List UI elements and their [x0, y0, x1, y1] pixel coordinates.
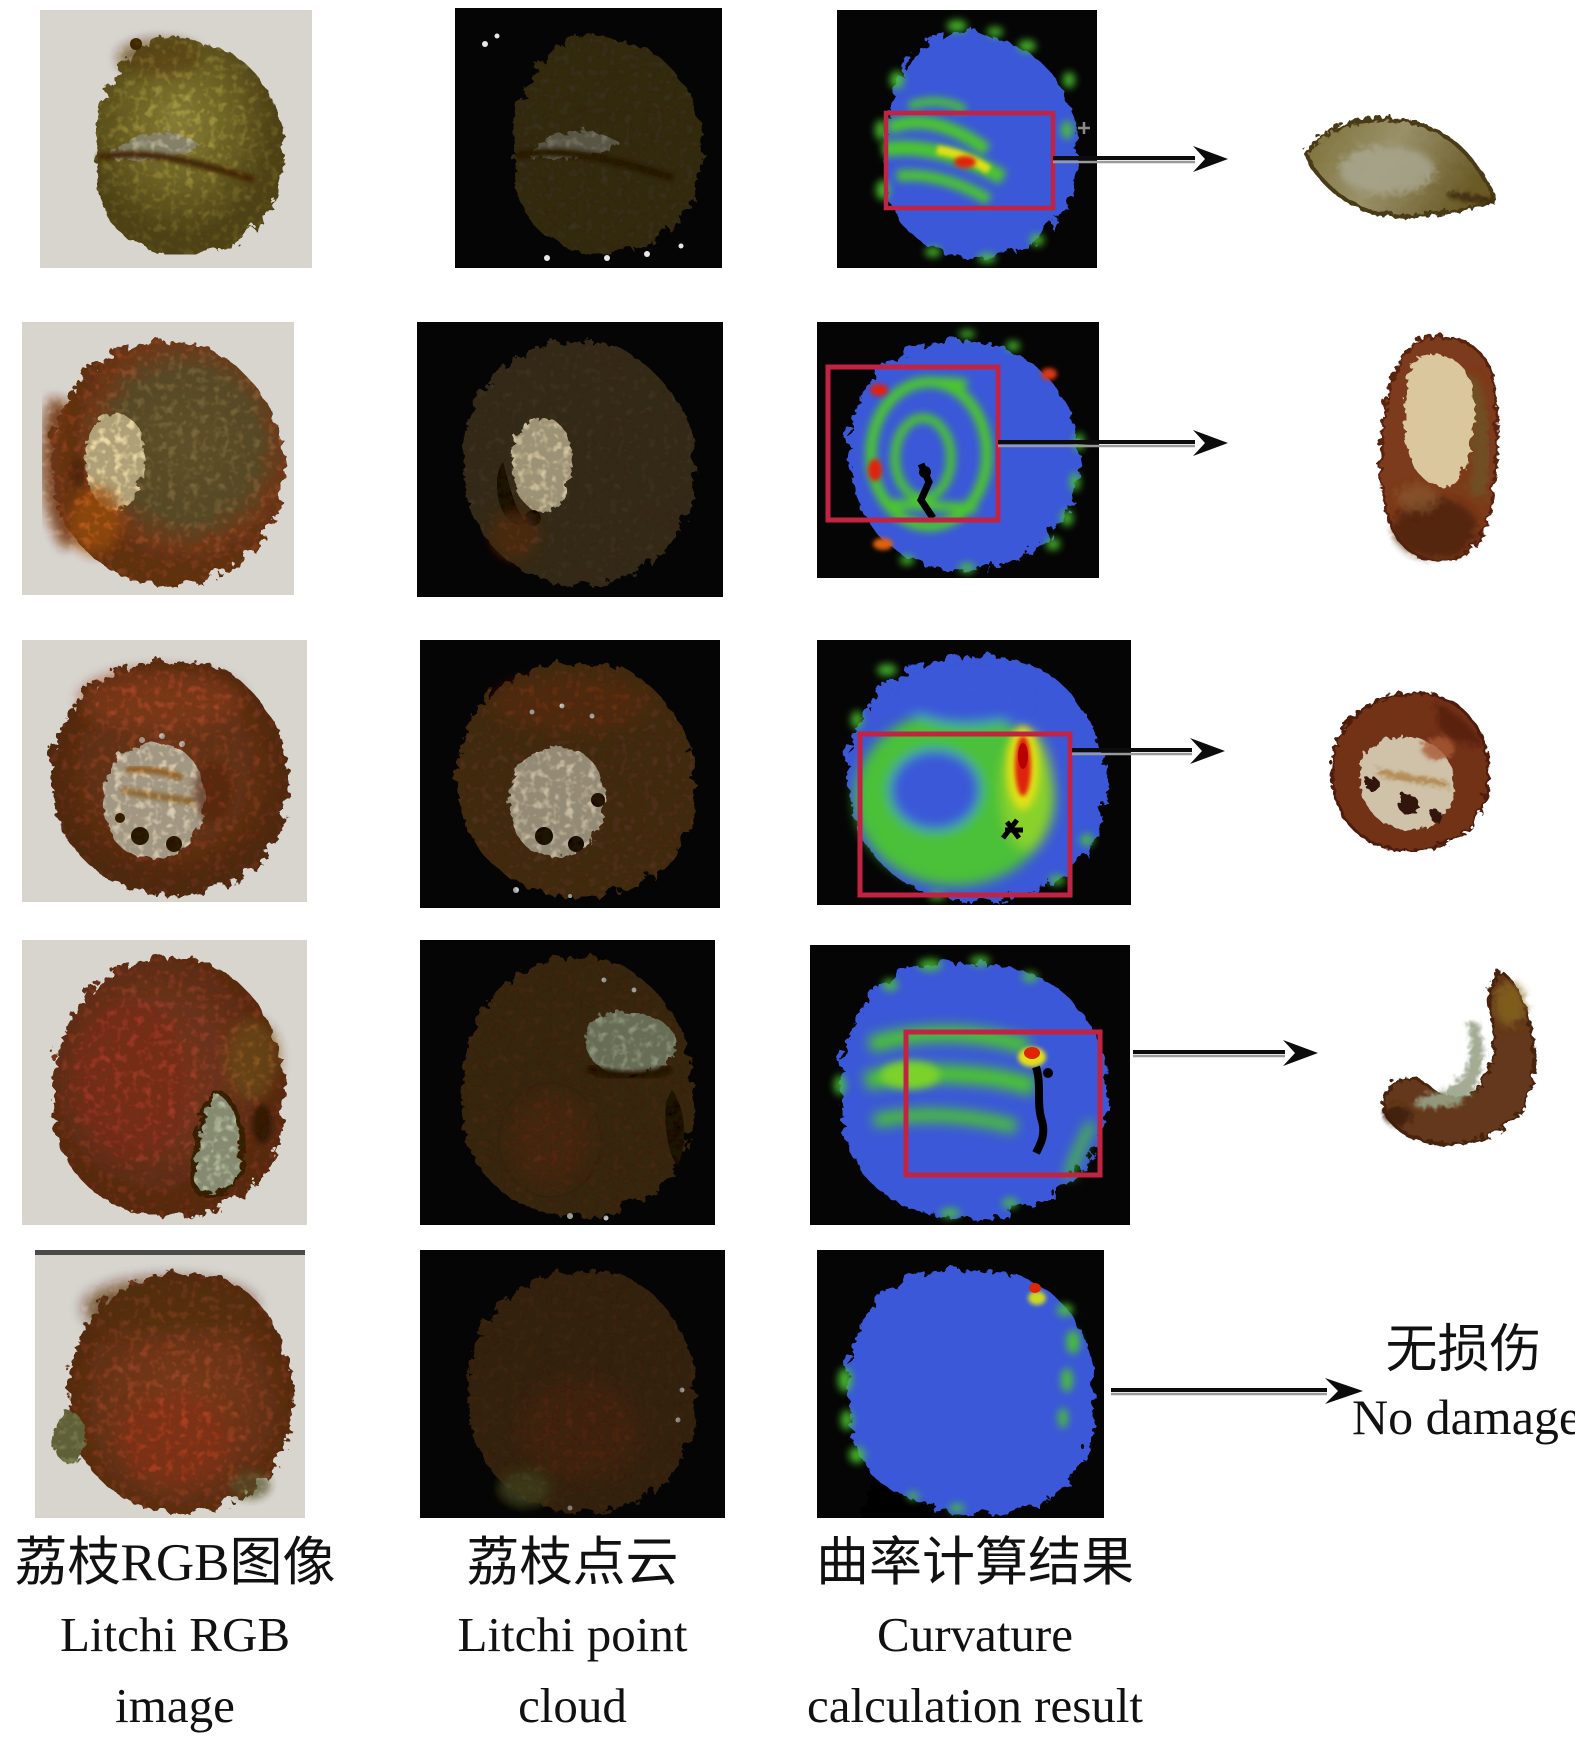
caption-pointcloud-zh: 荔枝点云: [466, 1534, 679, 1592]
point-cloud-row2: [417, 322, 723, 597]
caption-pointcloud-en2: cloud: [518, 1678, 627, 1733]
rgb-image-row3: [22, 640, 307, 902]
occlusion-marks: [1001, 818, 1023, 840]
damage-spot: [82, 412, 143, 508]
no-damage-label-en: No damage: [1352, 1389, 1575, 1445]
high-curvature-ring: [855, 676, 1055, 886]
litchi-fruit: [42, 337, 282, 583]
damaged-peel-crescent: [1379, 968, 1534, 1144]
hotspot-red: [954, 156, 976, 168]
litchi-fruit: [51, 1269, 290, 1510]
photo-top-border: [35, 1250, 305, 1255]
damaged-peel-piece: [1328, 689, 1488, 850]
caption-curvature-column: 曲率计算结果 Curvature calculation result: [770, 1528, 1180, 1741]
edge-curvature-flecks: [838, 1304, 1080, 1512]
arrow-head: [1283, 1040, 1318, 1066]
crosshair-mark: [1078, 122, 1090, 134]
rgb-image-row1: [40, 10, 312, 268]
exposed-aril: [189, 1086, 244, 1196]
damage-crop-row3: [1328, 689, 1488, 850]
extract-arrow-row4: [1133, 1040, 1318, 1066]
caption-pointcloud-en1: Litchi point: [457, 1607, 688, 1662]
curvature-map-row2: [817, 322, 1099, 578]
edge-curvature-flecks: [834, 956, 1038, 1218]
occlusion-marks: [1032, 1065, 1053, 1155]
hotspot: [1028, 1283, 1046, 1305]
caption-pointcloud-column: 荔枝点云 Litchi point cloud: [415, 1528, 730, 1741]
green-patch: [51, 1409, 83, 1461]
litchi-point-cloud: [463, 1267, 693, 1511]
arrow-head: [1190, 738, 1225, 764]
roi-box: [883, 110, 1056, 211]
caption-curvature-en2: calculation result: [806, 1678, 1144, 1733]
caption-curvature-zh: 曲率计算结果: [816, 1534, 1134, 1592]
rgb-image-row4: [22, 940, 307, 1225]
litchi-point-cloud: [456, 953, 690, 1221]
arrow-head: [1325, 1378, 1363, 1404]
curvature-map-row1: [837, 10, 1097, 268]
extract-arrow-row1: [1053, 146, 1228, 172]
no-damage-label: 无损伤 No damage: [1352, 1318, 1575, 1450]
caption-rgb-en2: image: [115, 1678, 235, 1733]
litchi-fruit: [91, 33, 281, 253]
hotspots: [868, 368, 1057, 550]
curvature-map-row4: [810, 945, 1130, 1225]
damage-crop-row2: [1377, 333, 1496, 560]
occlusion-marks: [917, 462, 936, 520]
caption-rgb-column: 荔枝RGB图像 Litchi RGB image: [0, 1528, 350, 1741]
crack-line: [97, 150, 256, 184]
caption-rgb-zh: 荔枝RGB图像: [14, 1534, 336, 1592]
roi-box: [903, 1029, 1103, 1178]
caption-curvature-en1: Curvature: [877, 1607, 1073, 1662]
edge-curvature-flecks: [851, 664, 1094, 900]
damage-crop-row1: [1300, 115, 1496, 216]
curvature-map-row5: [817, 1250, 1104, 1518]
caption-rgb-en1: Litchi RGB: [59, 1607, 291, 1662]
exposed-aril: [582, 1009, 674, 1074]
point-cloud-row5: [420, 1250, 725, 1518]
damage-crop-row4: [1379, 968, 1534, 1144]
blob-notch: [857, 1474, 933, 1518]
cloud-gap-specks: [482, 33, 684, 261]
rgb-image-row5: [35, 1250, 305, 1518]
litchi-fruit: [46, 658, 286, 892]
high-curvature-loops: [865, 376, 993, 532]
hotspot-streak: [1007, 726, 1039, 810]
rgb-image-row2: [22, 322, 294, 595]
arrow-head: [1193, 430, 1228, 456]
point-cloud-row4: [420, 940, 715, 1225]
extract-arrow-row2: [998, 430, 1228, 456]
curvature-blob: [843, 1265, 1092, 1512]
curvature-map-row3: [817, 640, 1131, 905]
point-cloud-row1: [455, 8, 722, 268]
extract-arrow-row3: [1072, 738, 1225, 764]
litchi-point-cloud: [510, 31, 700, 251]
litchi-point-cloud: [458, 337, 693, 583]
point-cloud-row3: [420, 640, 720, 908]
arrow-head: [1193, 146, 1228, 172]
no-damage-label-zh: 无损伤: [1385, 1322, 1542, 1379]
damaged-peel-sliver: [1300, 115, 1496, 216]
litchi-fruit: [48, 953, 282, 1213]
hotspot: [1018, 1047, 1046, 1067]
damaged-peel-piece: [1377, 333, 1496, 560]
roi-box: [857, 731, 1073, 898]
extract-arrow-row5: [1111, 1378, 1363, 1404]
litchi-point-cloud: [452, 660, 692, 898]
